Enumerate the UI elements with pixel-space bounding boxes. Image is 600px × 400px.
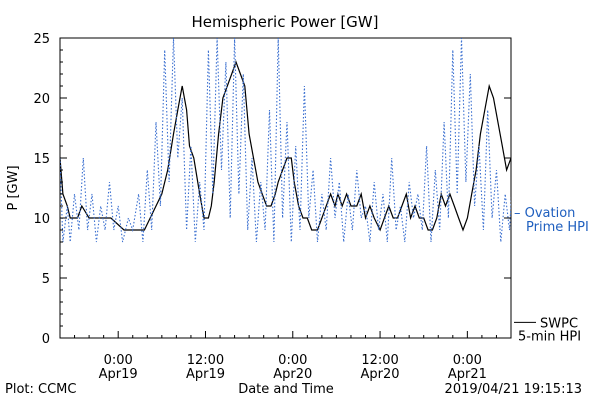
legend-ovation-line2: Prime HPI bbox=[526, 220, 589, 235]
x-tick-time: 12:00 bbox=[361, 353, 398, 368]
x-tick-date: Apr20 bbox=[273, 367, 312, 382]
y-tick-label: 25 bbox=[33, 32, 50, 47]
x-tick-time: 12:00 bbox=[187, 353, 224, 368]
y-axis-label: P [GW] bbox=[6, 165, 21, 210]
y-axis: 0 5 10 15 20 25 bbox=[33, 32, 511, 347]
x-tick-time: 0:00 bbox=[278, 353, 307, 368]
legend-ovation-line1: – Ovation bbox=[514, 206, 575, 221]
y-tick-label: 10 bbox=[33, 212, 50, 227]
x-tick-date: Apr19 bbox=[186, 367, 225, 382]
plot-credit: Plot: CCMC bbox=[5, 382, 76, 397]
y-tick-label: 20 bbox=[33, 92, 50, 107]
y-tick-label: 5 bbox=[42, 272, 50, 287]
x-axis-label: Date and Time bbox=[238, 382, 334, 397]
chart-title: Hemispheric Power [GW] bbox=[192, 13, 379, 31]
x-tick-date: Apr19 bbox=[99, 367, 138, 382]
x-tick-date: Apr20 bbox=[361, 367, 400, 382]
y-tick-label: 0 bbox=[42, 332, 50, 347]
plot-frame bbox=[59, 37, 512, 339]
legend-swpc-line1: SWPC bbox=[540, 316, 578, 331]
timestamp: 2019/04/21 19:15:13 bbox=[445, 382, 582, 397]
x-tick-date: Apr21 bbox=[448, 367, 487, 382]
legend-swpc-line2: 5-min HPI bbox=[518, 329, 581, 344]
series-layer bbox=[60, 38, 511, 243]
y-tick-label: 15 bbox=[33, 152, 50, 167]
x-tick-time: 0:00 bbox=[453, 353, 482, 368]
series-line-swpc bbox=[60, 60, 511, 232]
x-axis: 0:00Apr1912:00Apr190:00Apr2012:00Apr200:… bbox=[59, 331, 512, 382]
x-tick-time: 0:00 bbox=[104, 353, 133, 368]
